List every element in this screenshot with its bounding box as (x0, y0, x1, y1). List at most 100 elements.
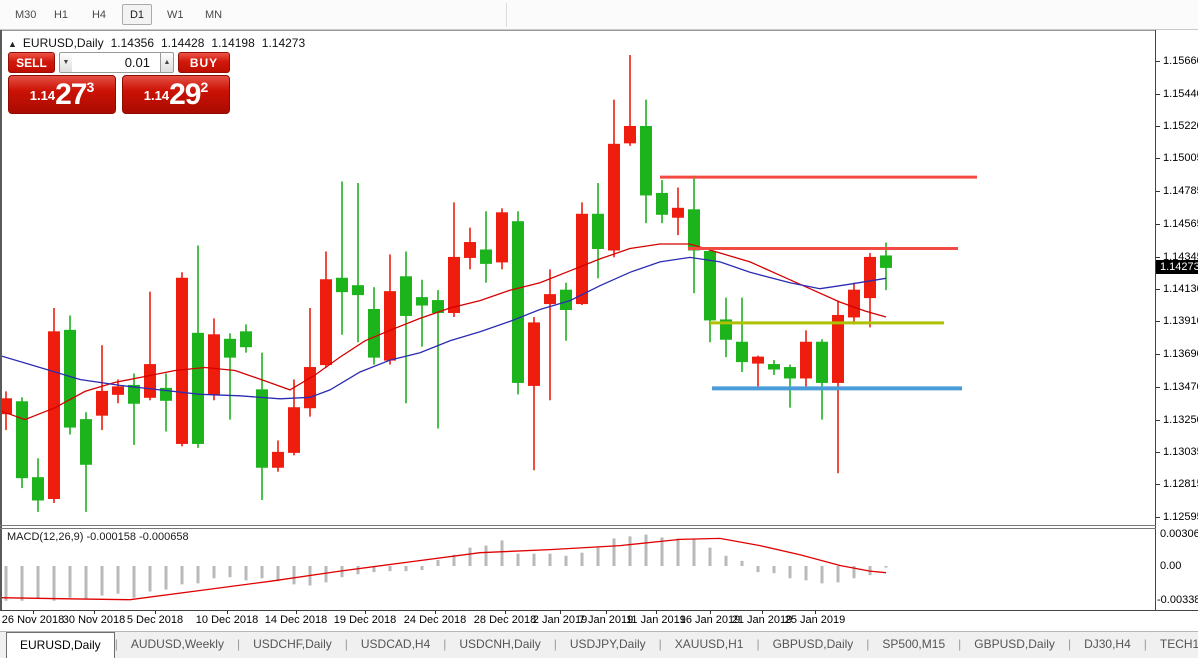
time-axis-label: 2 Jan 2019 (532, 614, 588, 626)
frame-top (0, 30, 1198, 31)
time-axis-label: 7 Jan 2019 (578, 614, 634, 626)
tab-eurusd-daily[interactable]: EURUSD,Daily (6, 632, 115, 658)
price-axis-tick (1156, 386, 1160, 388)
price-axis-label: 1.12815 (1163, 478, 1198, 491)
tab-gbpusd-daily[interactable]: GBPUSD,Daily (772, 637, 854, 651)
price-axis-tick (1156, 517, 1160, 519)
macd-axis-min: -0.003384 (1157, 594, 1198, 606)
time-axis-label: 11 Jan 2019 (626, 614, 686, 626)
time-axis-label: 25 Jan 2019 (784, 614, 846, 626)
price-axis-label: 1.15220 (1163, 120, 1198, 133)
period-button-m30[interactable]: M30 (15, 9, 37, 21)
price-axis-tick (1156, 191, 1160, 193)
bid-price-button[interactable]: 1.14273 (8, 75, 116, 114)
price-axis-label: 1.14130 (1163, 282, 1198, 295)
pane-splitter-bottom[interactable] (0, 528, 1198, 529)
time-axis-tick (296, 610, 297, 614)
time-axis-tick (94, 610, 95, 614)
price-axis-label: 1.14565 (1163, 217, 1198, 230)
price-axis-label: 1.13035 (1163, 445, 1198, 458)
volume-increase-button[interactable]: ▲ (160, 52, 174, 73)
period-button-d1[interactable]: D1 (122, 4, 152, 25)
chart-tab-bar: EURUSD,Daily | AUDUSD,Weekly | USDCHF,Daily |… (0, 631, 1198, 658)
price-axis-tick (1156, 419, 1160, 421)
price-axis-tick (1156, 451, 1160, 453)
tab-audusd-weekly[interactable]: AUDUSD,Weekly (130, 637, 224, 651)
price-axis-tick (1156, 158, 1160, 160)
sell-button[interactable]: SELL (8, 52, 55, 73)
tab-separator: | (553, 637, 557, 651)
ask-price-big: 29 (169, 78, 201, 111)
collapse-icon[interactable]: ▲ (8, 39, 17, 49)
tab-tech100-h1[interactable]: TECH100,H1 (1159, 637, 1198, 651)
ask-price-small: 1.14 (143, 88, 170, 103)
time-axis-tick (606, 610, 607, 614)
price-axis-label: 1.14785 (1163, 185, 1198, 198)
price-axis-label: 1.15660 (1163, 55, 1198, 67)
time-axis-tick (435, 610, 436, 614)
time-axis-tick (710, 610, 711, 614)
volume-decrease-button[interactable]: ▼ (59, 52, 73, 73)
time-axis-label: 19 Dec 2018 (333, 614, 397, 626)
current-price-tag: 1.14273 (1156, 260, 1198, 275)
tab-separator: | (114, 637, 118, 651)
chart-title: ▲ EURUSD,Daily 1.14356 1.14428 1.14198 1.1427… (8, 36, 305, 50)
price-axis-label: 1.13690 (1163, 348, 1198, 361)
time-axis-label: 14 Dec 2018 (264, 614, 328, 626)
macd-value-signal: -0.000658 (139, 531, 189, 543)
period-toolbar: M30 H1 H4 D1 W1 MN (0, 0, 1198, 30)
time-axis-tick (656, 610, 657, 614)
chart-canvas (0, 55, 977, 601)
ohlc-low: 1.14198 (211, 36, 255, 50)
tab-separator: | (1143, 637, 1147, 651)
price-axis-label: 1.15440 (1163, 87, 1198, 100)
price-axis-label: 1.15005 (1163, 152, 1198, 165)
period-button-h4[interactable]: H4 (91, 9, 107, 21)
time-axis-label: 24 Dec 2018 (403, 614, 467, 626)
price-axis-tick (1156, 354, 1160, 356)
time-axis-tick (815, 610, 816, 614)
toolbar-separator (506, 3, 507, 27)
tab-usdcnh-daily[interactable]: USDCNH,Daily (459, 637, 541, 651)
pane-splitter-top[interactable] (0, 525, 1198, 526)
price-axis-tick (1156, 61, 1160, 62)
tab-xauusd-h1[interactable]: XAUUSD,H1 (674, 637, 744, 651)
tab-usdchf-daily[interactable]: USDCHF,Daily (253, 637, 332, 651)
tab-usdcad-h4[interactable]: USDCAD,H4 (360, 637, 431, 651)
tab-separator: | (236, 637, 241, 651)
time-axis-label: 30 Nov 2018 (62, 614, 126, 626)
period-button-h1[interactable]: H1 (53, 9, 69, 21)
tab-gbpusd-daily[interactable]: GBPUSD,Daily (974, 637, 1055, 651)
tab-usdjpy-daily[interactable]: USDJPY,Daily (569, 637, 646, 651)
time-axis-label: 21 Jan 2019 (731, 614, 793, 626)
frame-left (0, 30, 2, 631)
price-axis-tick (1156, 223, 1160, 225)
tab-separator: | (1067, 637, 1072, 651)
price-axis-label: 1.14345 (1163, 250, 1198, 263)
bid-price-sup: 3 (86, 79, 95, 95)
price-axis-tick (1156, 288, 1160, 290)
price-axis-label: 1.13250 (1163, 413, 1198, 426)
time-axis-tick (33, 610, 34, 614)
price-axis: 1.15660 1.15440 1.15220 1.15005 1.14785 1.145… (1156, 30, 1198, 610)
tab-separator: | (658, 637, 662, 651)
time-axis-divider (0, 610, 1198, 611)
tab-sp500-m15[interactable]: SP500,M15 (882, 637, 946, 651)
volume-input[interactable] (72, 52, 160, 73)
one-click-trade-panel: SELL ▼ ▲ BUY 1.14273 1.14292 (8, 52, 230, 114)
period-button-mn[interactable]: MN (205, 9, 223, 21)
time-axis-tick (762, 610, 763, 614)
ask-price-button[interactable]: 1.14292 (122, 75, 230, 114)
ohlc-open: 1.14356 (110, 36, 154, 50)
tab-dj30-h4[interactable]: DJ30,H4 (1084, 637, 1131, 651)
price-axis-tick (1156, 484, 1160, 486)
macd-name: MACD(12,26,9) (7, 531, 84, 543)
time-axis-tick (155, 610, 156, 614)
ohlc-high: 1.14428 (161, 36, 205, 50)
time-axis-tick (505, 610, 506, 614)
tab-separator: | (866, 637, 870, 651)
buy-button[interactable]: BUY (178, 52, 230, 73)
tab-separator: | (443, 637, 447, 651)
period-button-w1[interactable]: W1 (167, 9, 184, 21)
symbol-label: EURUSD,Daily (22, 36, 104, 50)
